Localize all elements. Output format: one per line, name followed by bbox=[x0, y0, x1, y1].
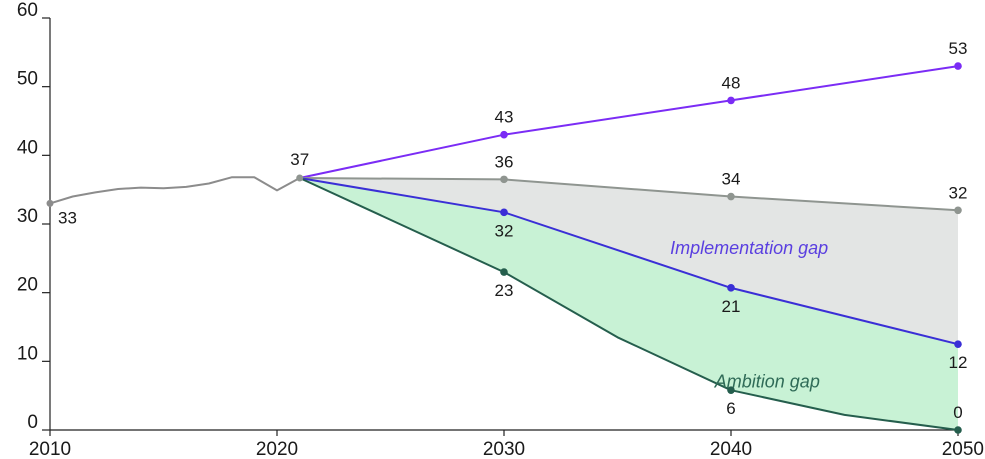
annotation-1: Ambition gap bbox=[714, 371, 820, 391]
x-tick-label: 2010 bbox=[29, 439, 71, 459]
data-labels: 33 43 48 53 37 36 34 32 32 21 12 23 6 0 bbox=[58, 39, 967, 422]
x-tick-label: 2030 bbox=[483, 439, 525, 459]
data-label-1: 37 bbox=[290, 150, 309, 169]
y-tick-label: 10 bbox=[17, 343, 38, 364]
x-tick-label: 2020 bbox=[256, 439, 298, 459]
data-label-3: 6 bbox=[726, 399, 735, 418]
y-tick-label: 60 bbox=[17, 0, 38, 21]
data-label-3: 23 bbox=[495, 281, 514, 300]
data-label-0: 48 bbox=[722, 73, 741, 92]
series-point-0 bbox=[954, 62, 962, 70]
data-label-2: 21 bbox=[722, 297, 741, 316]
series-line-1 bbox=[299, 177, 959, 212]
series-point-2 bbox=[500, 208, 508, 217]
series-point-0 bbox=[727, 96, 735, 105]
data-label-1: 32 bbox=[949, 183, 968, 202]
series-point-3 bbox=[727, 386, 735, 394]
y-tick-label: 0 bbox=[27, 412, 38, 433]
historical-line bbox=[49, 176, 301, 205]
data-label-0: 43 bbox=[495, 108, 514, 127]
data-label-3: 0 bbox=[953, 403, 962, 422]
series-point-3 bbox=[954, 426, 962, 434]
series-line-3 bbox=[299, 177, 959, 431]
series-line-2 bbox=[299, 177, 959, 346]
x-tick-label: 2050 bbox=[942, 439, 984, 459]
annotation-0: Implementation gap bbox=[670, 238, 828, 258]
historical-start-label: 33 bbox=[58, 208, 77, 227]
series-point-1 bbox=[727, 192, 735, 201]
data-label-2: 12 bbox=[949, 353, 968, 372]
series-point-2 bbox=[727, 284, 735, 292]
data-label-1: 34 bbox=[722, 170, 741, 189]
x-tick-label: 2040 bbox=[710, 439, 752, 459]
gap-area-1 bbox=[299, 178, 958, 430]
y-tick-label: 50 bbox=[17, 69, 38, 90]
y-tick-label: 20 bbox=[17, 275, 38, 296]
annotations: Implementation gap Ambition gap bbox=[670, 238, 828, 391]
gap-areas bbox=[299, 178, 958, 430]
series-points bbox=[46, 62, 962, 434]
series-point-1 bbox=[500, 175, 508, 184]
y-tick-label: 30 bbox=[17, 206, 38, 227]
series-point-1 bbox=[954, 206, 962, 215]
data-label-1: 36 bbox=[495, 152, 514, 171]
data-label-0: 53 bbox=[949, 39, 968, 58]
series-lines bbox=[49, 65, 959, 431]
data-label-2: 32 bbox=[495, 221, 514, 240]
series-point-3 bbox=[500, 268, 508, 276]
historical-start-point bbox=[46, 199, 54, 207]
series-point-0 bbox=[500, 130, 508, 139]
y-tick-label: 40 bbox=[17, 137, 38, 158]
series-line-0 bbox=[299, 65, 959, 179]
branch-point bbox=[296, 174, 304, 182]
series-point-2 bbox=[954, 340, 962, 348]
